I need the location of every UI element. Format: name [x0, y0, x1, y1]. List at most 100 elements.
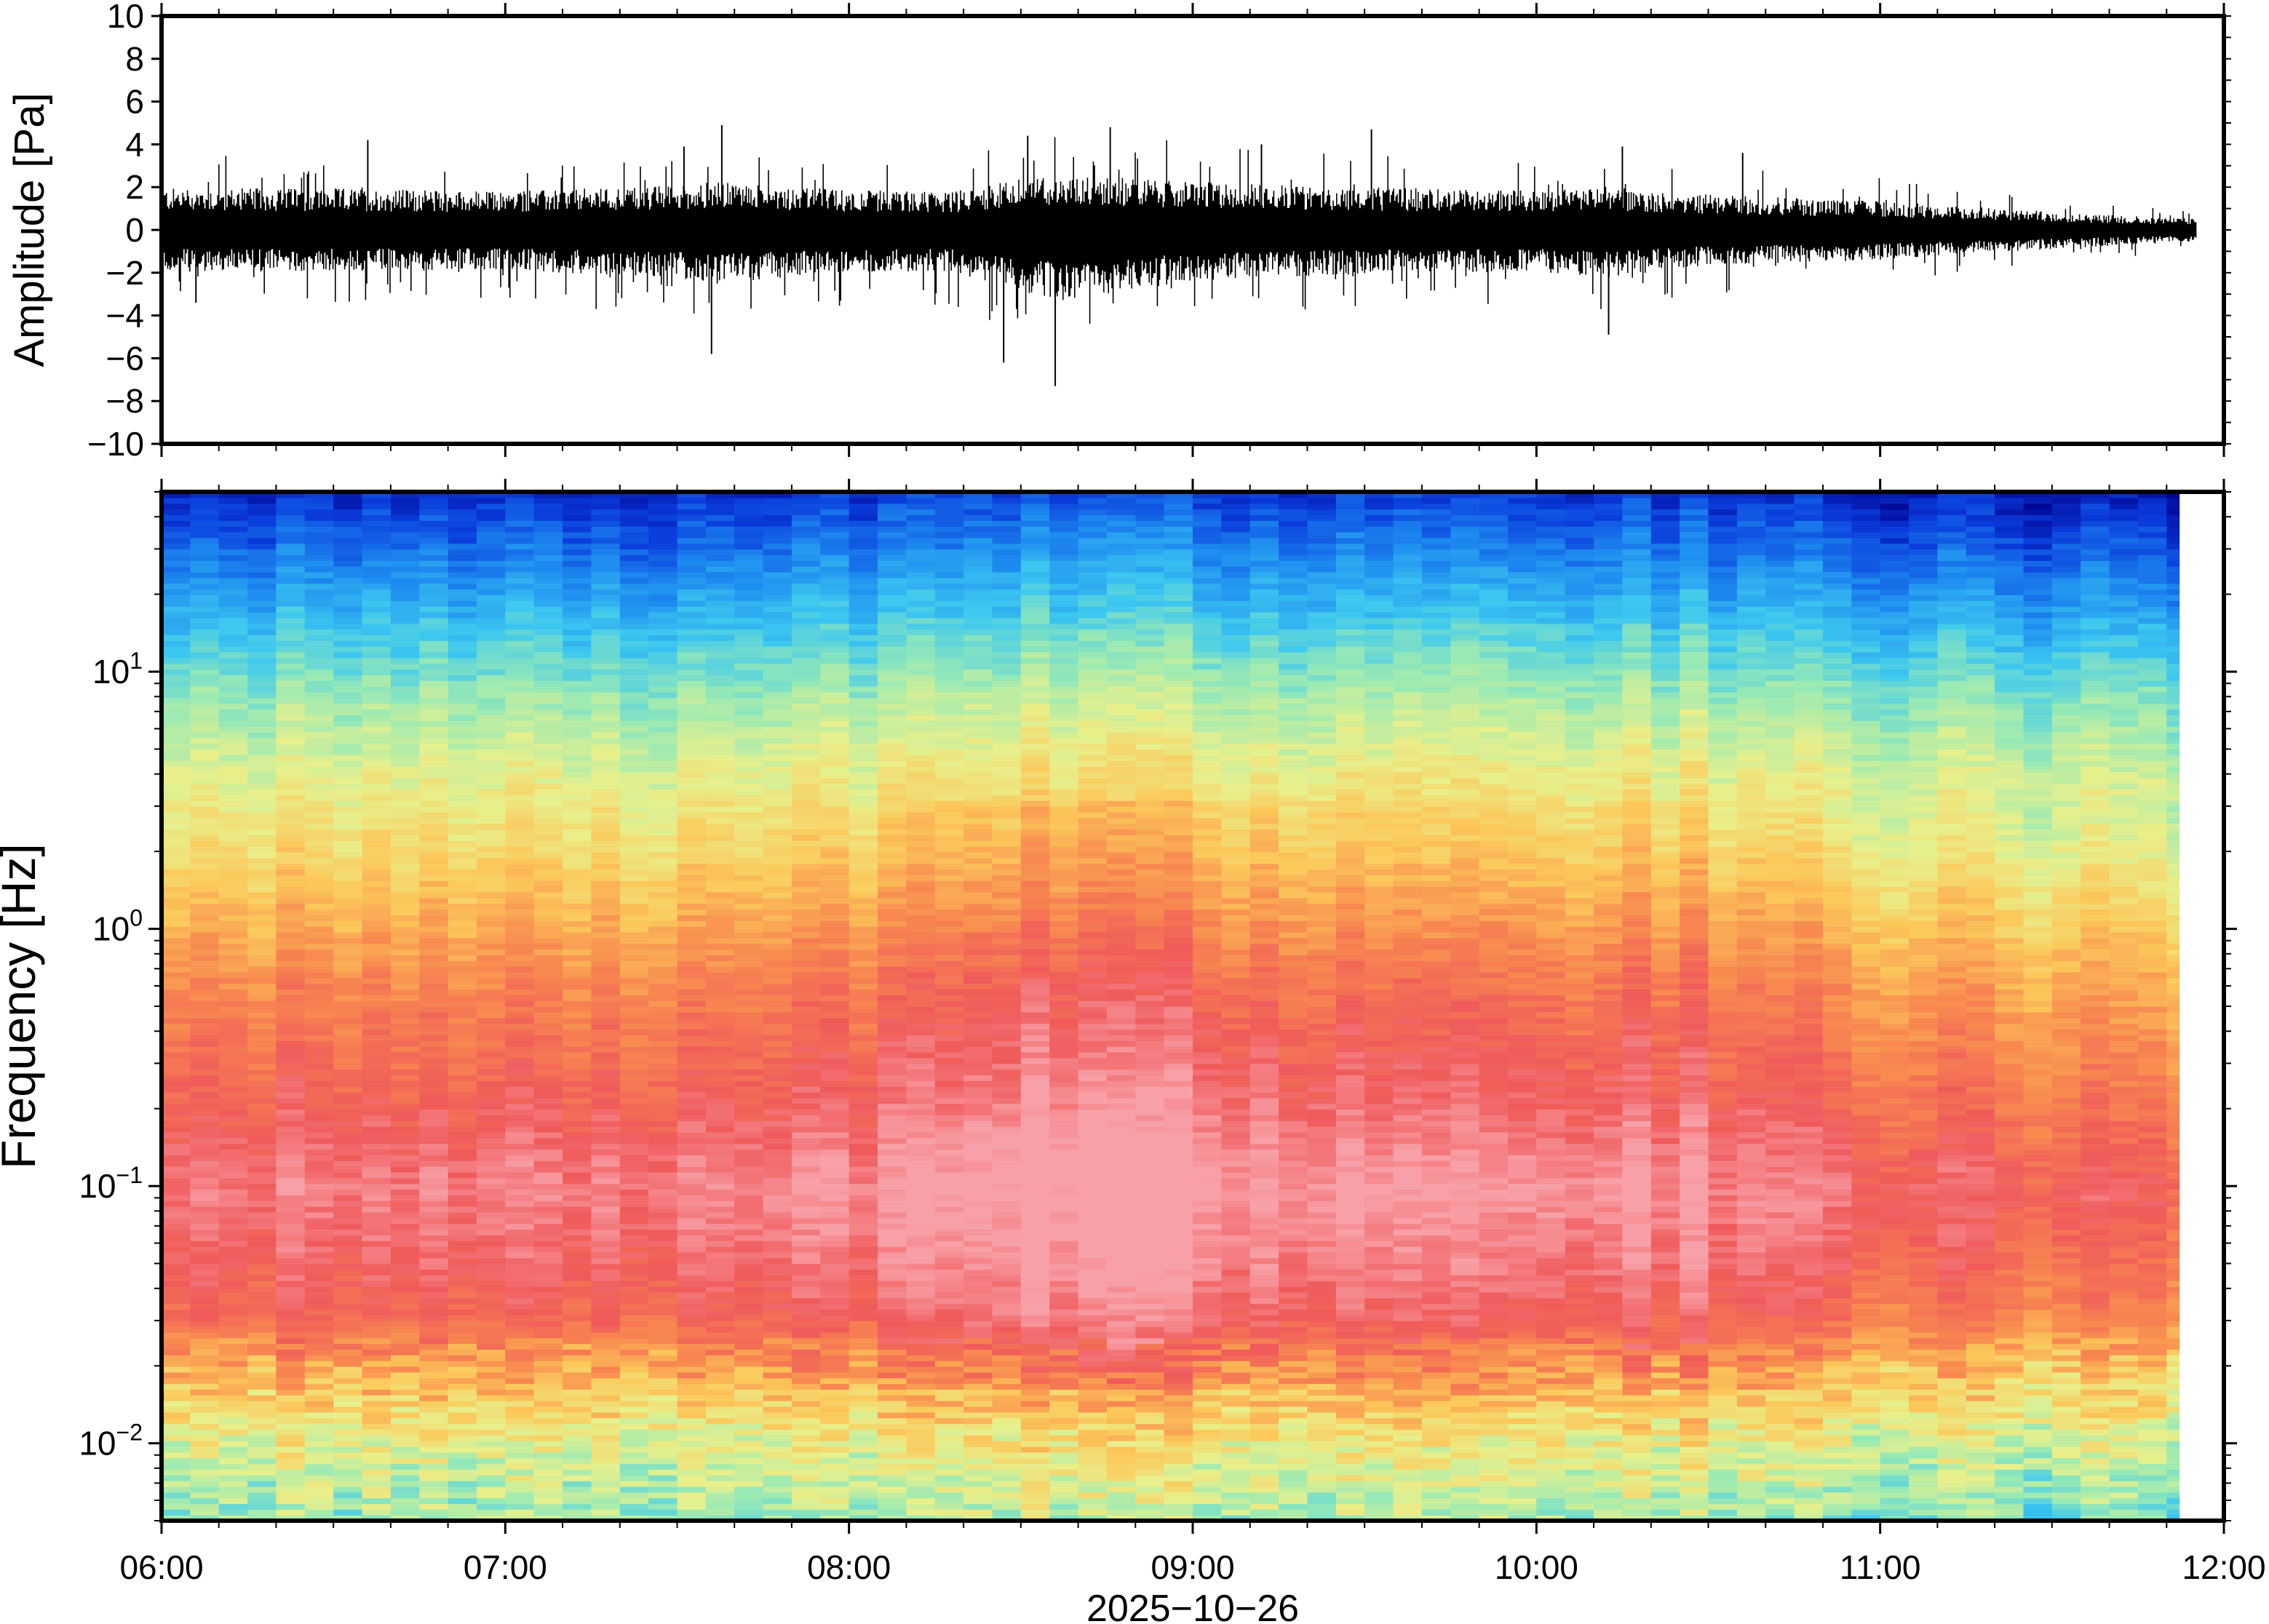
spectrogram-cell	[763, 543, 792, 550]
spectrogram-cell	[190, 606, 220, 613]
spectrogram-cell	[304, 955, 334, 961]
spectrogram-cell	[563, 800, 592, 807]
spectrogram-cell	[533, 777, 563, 784]
spectrogram-cell	[791, 715, 821, 721]
spectrogram-cell	[477, 1121, 506, 1127]
spectrogram-cell	[906, 1395, 936, 1401]
spectrogram-cell	[247, 572, 277, 578]
spectrogram-cell	[763, 960, 792, 967]
spectrogram-cell	[505, 509, 535, 516]
spectrogram-cell	[505, 846, 535, 853]
spectrogram-cell	[648, 915, 678, 921]
spectrogram-cell	[362, 1000, 392, 1007]
spectrogram-cell	[477, 1166, 506, 1173]
spectrogram-cell	[276, 566, 306, 573]
spectrogram-cell	[247, 851, 277, 859]
spectrogram-cell	[906, 1275, 936, 1281]
spectrogram-cell	[390, 989, 420, 995]
spectrogram-cell	[362, 817, 392, 824]
spectrogram-cell	[619, 1246, 649, 1253]
spectrogram-cell	[591, 966, 621, 973]
spectrogram-cell	[906, 949, 936, 955]
spectrogram-cell	[448, 926, 477, 933]
spectrogram-cell	[849, 600, 878, 607]
spectrogram-cell	[390, 1321, 420, 1327]
spectrogram-cell	[591, 851, 621, 859]
spectrogram-cell	[276, 840, 306, 847]
spectrogram-cell	[591, 931, 621, 939]
spectrogram-cell	[162, 1057, 191, 1064]
spectrogram-cell	[619, 811, 649, 819]
spectrogram-cell	[276, 903, 306, 910]
spectrogram-cell	[190, 532, 220, 538]
spectrogram-cell	[448, 989, 477, 995]
spectrogram-cell	[648, 1372, 678, 1379]
spectrogram-cell	[648, 1463, 678, 1470]
spectrogram-cell	[276, 1406, 306, 1413]
spectrogram-cell	[304, 1406, 334, 1413]
spectrogram-cell	[677, 943, 707, 950]
spectrogram-cell	[304, 634, 334, 641]
spectrogram-cell	[162, 977, 191, 984]
spectrogram-cell	[304, 840, 334, 847]
spectrogram-cell	[705, 1332, 735, 1339]
spectrogram-cell	[218, 1303, 248, 1310]
spectrogram-cell	[533, 1326, 563, 1333]
spectrogram-cell	[705, 657, 735, 664]
spectrogram-cell	[820, 1429, 850, 1436]
spectrogram-cell	[591, 955, 621, 961]
spectrogram-cell	[791, 640, 821, 647]
spectrogram-cell	[791, 977, 821, 984]
spectrogram-cell	[448, 1361, 477, 1367]
spectrogram-cell	[362, 1223, 392, 1230]
spectrogram-cell	[677, 1389, 707, 1396]
spectrogram-cell	[505, 1355, 535, 1361]
spectrogram-cell	[705, 875, 735, 881]
spectrogram-cell	[390, 1263, 420, 1270]
spectrogram-cell	[190, 817, 220, 824]
spectrogram-cell	[533, 1303, 563, 1310]
spectrogram-cell	[677, 1091, 707, 1099]
spectrogram-cell	[218, 1492, 248, 1499]
spectrogram-cell	[162, 1326, 191, 1333]
spectrogram-cell	[477, 829, 506, 835]
spectrogram-cell	[705, 1149, 735, 1155]
spectrogram-cell	[677, 1475, 707, 1481]
spectrogram-cell	[362, 1086, 392, 1093]
spectrogram-cell	[333, 1389, 363, 1396]
spectrogram-cell	[419, 846, 449, 853]
spectrogram-cell	[333, 686, 363, 693]
spectrogram-cell	[533, 1361, 563, 1367]
spectrogram-cell	[648, 1023, 678, 1030]
spectrogram-cell	[878, 1075, 907, 1081]
spectrogram-cell	[849, 903, 878, 910]
spectrogram-cell	[448, 749, 477, 755]
spectrogram-cell	[304, 1332, 334, 1339]
spectrogram-cell	[533, 1166, 563, 1173]
spectrogram-cell	[820, 1011, 850, 1019]
spectrogram-cell	[791, 1217, 821, 1225]
spectrogram-cell	[362, 726, 392, 733]
spectrogram-cell	[763, 652, 792, 658]
spectrogram-cell	[477, 1063, 506, 1070]
spectrogram-cell	[247, 1481, 277, 1487]
spectrogram-cell	[878, 646, 907, 653]
spectrogram-cell	[705, 1377, 735, 1385]
spectrogram-cell	[591, 1377, 621, 1385]
spectrogram-cell	[505, 1372, 535, 1379]
spectrogram-cell	[648, 1161, 678, 1167]
spectrogram-cell	[362, 926, 392, 933]
spectrogram-cell	[247, 1097, 277, 1104]
spectrogram-cell	[477, 1035, 506, 1041]
spectrogram-cell	[619, 1303, 649, 1310]
spectrogram-cell	[333, 971, 363, 979]
spectrogram-cell	[705, 749, 735, 755]
spectrogram-cell	[763, 1103, 792, 1110]
spectrogram-cell	[419, 560, 449, 567]
spectrogram-cell	[362, 949, 392, 955]
spectrogram-cell	[362, 657, 392, 664]
spectrogram-cell	[218, 1069, 248, 1075]
spectrogram-cell	[276, 1223, 306, 1230]
spectrogram-cell	[162, 783, 191, 790]
spectrogram-cell	[477, 1297, 506, 1305]
